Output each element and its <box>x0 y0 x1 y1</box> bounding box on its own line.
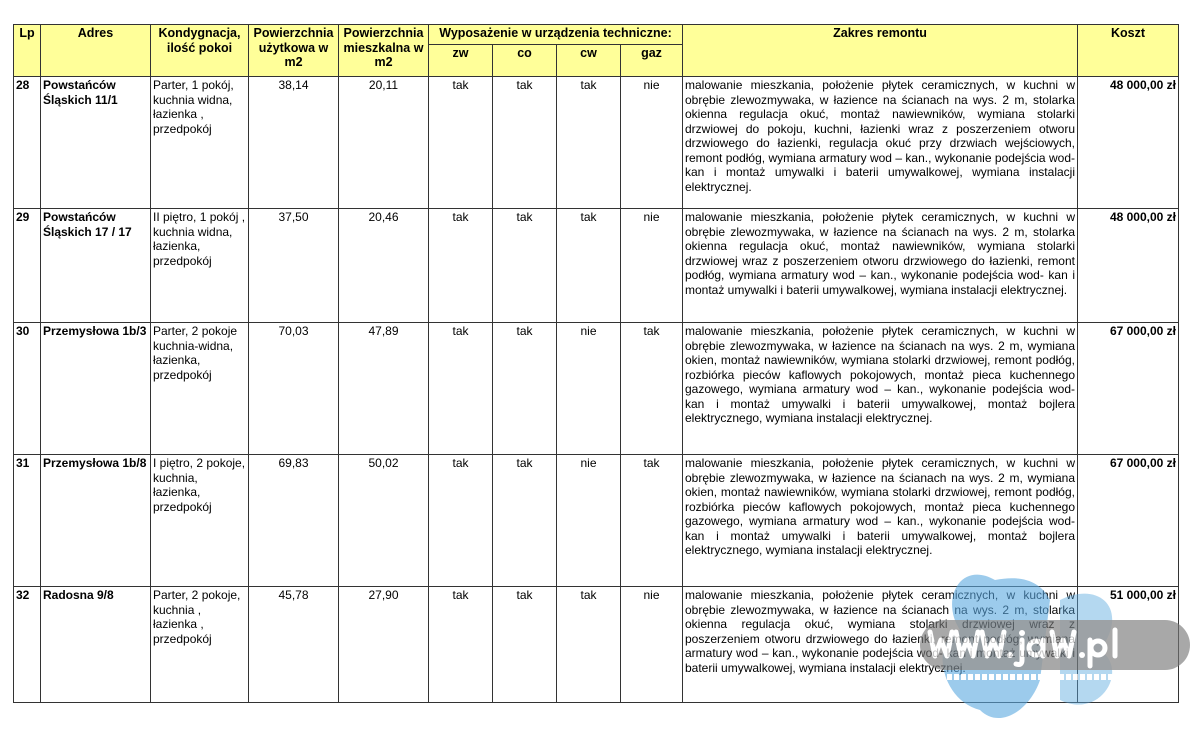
cell-cw: tak <box>556 586 621 703</box>
cell-adres: Przemysłowa 1b/8 <box>40 454 151 587</box>
cell-gaz: tak <box>620 322 683 455</box>
header-wyposazenie: Wyposażenie w urządzenia techniczne: <box>428 24 683 45</box>
table-row: 32 Radosna 9/8 Parter, 2 pokoje, kuchnia ,… <box>13 586 1179 703</box>
cell-koszt: 51 000,00 zł <box>1077 586 1179 703</box>
header-zakres: Zakres remontu <box>682 24 1078 77</box>
cell-lp: 28 <box>13 76 41 209</box>
cell-zw: tak <box>428 76 493 209</box>
header-co: co <box>492 44 557 77</box>
cell-kondygnacja: Parter, 2 pokoje, kuchnia , łazienka , p… <box>150 586 249 703</box>
header-pow-uzytkowa: Powierzchnia użytkowa w m2 <box>248 24 339 77</box>
cell-pow-mieszkalna: 50,02 <box>338 454 429 587</box>
cell-cw: nie <box>556 322 621 455</box>
header-adres: Adres <box>40 24 151 77</box>
renovation-table: Lp Adres Kondygnacja, ilość pokoi Powier… <box>13 24 1179 703</box>
cell-pow-mieszkalna: 47,89 <box>338 322 429 455</box>
cell-pow-mieszkalna: 20,11 <box>338 76 429 209</box>
cell-zakres: malowanie mieszkania, położenie płytek c… <box>682 586 1078 703</box>
header-pow-mieszkalna: Powierzchnia mieszkalna w m2 <box>338 24 429 77</box>
cell-lp: 32 <box>13 586 41 703</box>
cell-lp: 30 <box>13 322 41 455</box>
cell-co: tak <box>492 454 557 587</box>
cell-pow-uzytkowa: 38,14 <box>248 76 339 209</box>
cell-co: tak <box>492 586 557 703</box>
cell-zw: tak <box>428 208 493 323</box>
cell-kondygnacja: Parter, 2 pokoje kuchnia-widna, łazienka… <box>150 322 249 455</box>
cell-co: tak <box>492 322 557 455</box>
cell-co: tak <box>492 208 557 323</box>
cell-pow-uzytkowa: 37,50 <box>248 208 339 323</box>
cell-co: tak <box>492 76 557 209</box>
header-koszt: Koszt <box>1077 24 1179 77</box>
cell-zakres: malowanie mieszkania, położenie płytek c… <box>682 454 1078 587</box>
cell-cw: nie <box>556 454 621 587</box>
cell-pow-uzytkowa: 70,03 <box>248 322 339 455</box>
cell-koszt: 48 000,00 zł <box>1077 76 1179 209</box>
cell-gaz: tak <box>620 454 683 587</box>
cell-zakres: malowanie mieszkania, położenie płytek c… <box>682 208 1078 323</box>
cell-zw: tak <box>428 586 493 703</box>
cell-adres: Radosna 9/8 <box>40 586 151 703</box>
header-lp: Lp <box>13 24 41 77</box>
cell-adres: Powstańców Śląskich 17 / 17 <box>40 208 151 323</box>
cell-gaz: nie <box>620 208 683 323</box>
table-row: 31 Przemysłowa 1b/8 I piętro, 2 pokoje, ku… <box>13 454 1179 587</box>
cell-zw: tak <box>428 454 493 587</box>
cell-adres: Powstańców Śląskich 11/1 <box>40 76 151 209</box>
header-gaz: gaz <box>620 44 683 77</box>
cell-pow-mieszkalna: 20,46 <box>338 208 429 323</box>
cell-kondygnacja: II piętro, 1 pokój , kuchnia widna, łazi… <box>150 208 249 323</box>
cell-gaz: nie <box>620 586 683 703</box>
cell-zakres: malowanie mieszkania, położenie płytek c… <box>682 76 1078 209</box>
cell-kondygnacja: I piętro, 2 pokoje, kuchnia, łazienka, p… <box>150 454 249 587</box>
table-row: 30 Przemysłowa 1b/3 Parter, 2 pokoje kuchn… <box>13 322 1179 455</box>
cell-pow-uzytkowa: 69,83 <box>248 454 339 587</box>
header-cw: cw <box>556 44 621 77</box>
cell-kondygnacja: Parter, 1 pokój, kuchnia widna, łazienka… <box>150 76 249 209</box>
cell-cw: tak <box>556 76 621 209</box>
cell-lp: 31 <box>13 454 41 587</box>
cell-pow-mieszkalna: 27,90 <box>338 586 429 703</box>
header-zw: zw <box>428 44 493 77</box>
table-row: 29 Powstańców Śląskich 17 / 17 II piętro, … <box>13 208 1179 323</box>
cell-zakres: malowanie mieszkania, położenie płytek c… <box>682 322 1078 455</box>
cell-koszt: 48 000,00 zł <box>1077 208 1179 323</box>
cell-zw: tak <box>428 322 493 455</box>
cell-koszt: 67 000,00 zł <box>1077 322 1179 455</box>
header-kondygnacja: Kondygnacja, ilość pokoi <box>150 24 249 77</box>
cell-cw: tak <box>556 208 621 323</box>
cell-pow-uzytkowa: 45,78 <box>248 586 339 703</box>
cell-lp: 29 <box>13 208 41 323</box>
cell-koszt: 67 000,00 zł <box>1077 454 1179 587</box>
table-row: 28 Powstańców Śląskich 11/1 Parter, 1 pokó… <box>13 76 1179 209</box>
cell-adres: Przemysłowa 1b/3 <box>40 322 151 455</box>
cell-gaz: nie <box>620 76 683 209</box>
